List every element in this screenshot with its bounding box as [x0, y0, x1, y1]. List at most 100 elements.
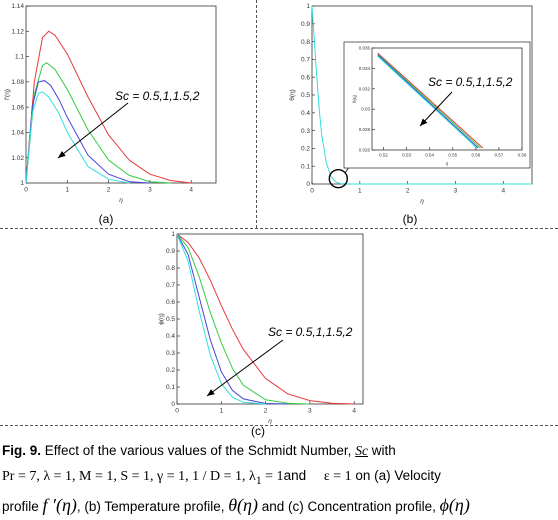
- series-line-1: [377, 52, 484, 149]
- vertical-separator: [256, 0, 257, 228]
- y-tick-label: 0: [306, 181, 310, 188]
- x-axis-label: η: [268, 418, 272, 424]
- y-tick-label: 0.026: [359, 148, 371, 153]
- y-tick-label: 1.08: [11, 79, 24, 86]
- horizontal-separator: [0, 228, 558, 229]
- x-tick-label: 4: [189, 187, 193, 194]
- y-tick-label: 0.2: [301, 146, 310, 153]
- x-tick-label: 3: [308, 408, 312, 415]
- y-axis-label: θ(η): [352, 95, 357, 104]
- y-tick-label: 0.034: [359, 66, 371, 71]
- y-tick-label: 0.6: [166, 299, 175, 306]
- x-tick-label: 0.55: [448, 153, 457, 158]
- series-line-1: [176, 233, 355, 405]
- caption-params: Pr = 7, λ = 1, M = 1, S = 1, γ = 1, 1 / …: [2, 469, 284, 487]
- y-tick-label: 1: [306, 3, 310, 10]
- y-tick-label: 1.04: [11, 130, 24, 137]
- y-tick-label: 1: [171, 231, 175, 238]
- y-tick-label: 0.1: [301, 163, 310, 170]
- y-tick-label: 0.2: [166, 367, 175, 374]
- x-tick-label: 4: [352, 408, 356, 415]
- bottom-separator: [0, 425, 558, 426]
- annotation-arrow: [419, 91, 453, 127]
- inset-plot: 0.52 0.53 0.54 0.55 0.56 0.57 0.58 0.026 0.028 0.…: [343, 41, 531, 169]
- y-tick-label: 0.03: [361, 107, 370, 112]
- figure-caption: Fig. 9. Effect of the various values of …: [2, 438, 556, 519]
- plot-frame: [371, 47, 523, 151]
- caption-text-4: and (c) Concentration profile,: [257, 498, 440, 514]
- y-tick-label: 1.14: [11, 3, 24, 10]
- y-tick-label: 0.8: [166, 265, 175, 272]
- series-line-2: [25, 62, 171, 184]
- y-axis-label: ϕ(η): [158, 313, 165, 325]
- x-tick-label: 2: [264, 408, 268, 415]
- sc-annotation: Sc = 0.5,1,1.5,2: [115, 89, 200, 103]
- zoom-circle: [328, 168, 349, 189]
- caption-sc: Sc: [355, 443, 368, 458]
- chart-b: 0 1 2 3 400.10.20.30.40.50.60.70.80.91ηθ(η)0…: [289, 3, 533, 205]
- annotation-arrowhead: [58, 150, 66, 158]
- x-tick-label: 0: [24, 187, 28, 194]
- x-tick-label: 0.57: [495, 153, 504, 158]
- y-tick-label: 0.4: [166, 333, 175, 340]
- panel-a-label: (a): [98, 212, 114, 226]
- sc-annotation: Sc = 0.5,1,1.5,2: [428, 75, 513, 89]
- chart-c: 0 1 2 3 4 0 0.1 0.2 0.3 0.4 0.5 0.6 0.7 0.8 0.9 1 η ϕ(η) S…: [158, 231, 364, 425]
- caption-text-1: Effect of the various values of the Schm…: [41, 443, 352, 458]
- series-line-4: [377, 55, 478, 149]
- caption-on: on (a) Velocity: [351, 468, 441, 483]
- y-tick-label: 0.3: [301, 128, 310, 135]
- plot-frame: [25, 5, 217, 184]
- y-tick-label: 1.1: [15, 54, 24, 61]
- plot-frame: [176, 233, 364, 405]
- x-tick-label: 0: [310, 188, 314, 195]
- y-tick-label: 0.5: [301, 92, 310, 99]
- caption-fprime: f ′(η): [42, 494, 77, 515]
- panel-c-label: (c): [251, 424, 265, 438]
- x-tick-label: 4: [501, 188, 505, 195]
- sc-annotation: Sc = 0.5,1,1.5,2: [268, 325, 353, 339]
- y-axis-label: f'(η): [4, 89, 11, 100]
- y-tick-label: 0.4: [301, 110, 310, 117]
- x-tick-label: 0.52: [379, 153, 388, 158]
- panel-b-label: (b): [402, 212, 418, 226]
- y-tick-label: 0.028: [359, 127, 371, 132]
- y-tick-label: 0.9: [166, 248, 175, 255]
- panel-a: 0 1 2 3 4 1 1.02 1.04 1.06 1.08 1.1 1.12 1.14 η f'(η) S…: [0, 0, 252, 212]
- x-tick-label: 0.56: [471, 153, 480, 158]
- series-line-4: [176, 233, 266, 405]
- series-line-4: [25, 91, 130, 184]
- x-tick-label: 1: [219, 408, 223, 415]
- caption-text-3: , (b) Temperature profile,: [76, 498, 229, 514]
- annotation-arrow: [206, 339, 284, 397]
- x-tick-label: 0.53: [402, 153, 411, 158]
- y-tick-label: 0.7: [301, 57, 310, 64]
- y-axis-label: θ(η): [289, 89, 296, 101]
- x-tick-label: 0.54: [425, 153, 434, 158]
- panel-b: 0 1 2 3 4 0 0.1 0.2 0.3 0.4 0.5 0.6 0.7 0.8 0.9 1 η θ(η) 0…: [280, 0, 558, 212]
- annotation-arrowhead: [420, 118, 428, 126]
- y-tick-label: 1.12: [11, 28, 24, 35]
- series-line-3: [25, 80, 150, 184]
- x-tick-label: 1: [358, 188, 362, 195]
- x-axis-label: η: [446, 161, 449, 166]
- y-tick-label: 0.1: [166, 384, 175, 391]
- series-line-2: [377, 53, 481, 149]
- x-axis-label: η: [420, 198, 424, 205]
- series-line-2: [176, 233, 310, 405]
- x-tick-label: 0: [175, 408, 179, 415]
- series-line-1: [311, 5, 532, 185]
- caption-eps: ε = 1: [323, 469, 352, 484]
- caption-profile: profile: [2, 498, 43, 514]
- caption-phi: ϕ(η): [439, 494, 470, 515]
- y-tick-label: 0: [171, 401, 175, 408]
- y-tick-label: 0.8: [301, 39, 310, 46]
- series-line-3: [176, 233, 288, 405]
- annotation-arrow: [57, 102, 129, 159]
- y-tick-label: 1: [20, 180, 24, 187]
- y-tick-label: 1.06: [11, 104, 24, 111]
- y-tick-label: 0.032: [359, 86, 371, 91]
- series-line-1: [25, 30, 192, 184]
- y-tick-label: 0.9: [301, 21, 310, 28]
